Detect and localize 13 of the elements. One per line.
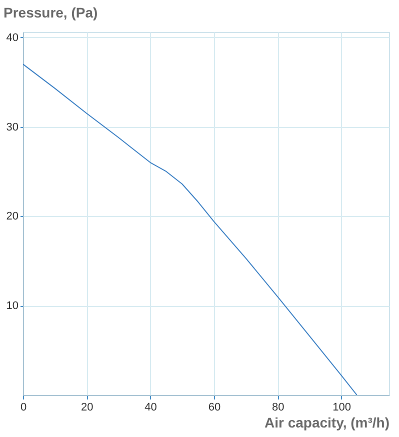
x-tick-label: 40 xyxy=(144,402,157,414)
y-tick-label: 30 xyxy=(6,121,18,134)
y-tick-label: 10 xyxy=(6,300,18,312)
x-tick-label: 100 xyxy=(332,402,351,414)
x-axis-title: Air capacity, (m³/h) xyxy=(264,414,390,430)
x-tick-label: 0 xyxy=(20,402,27,414)
y-tick-label: 40 xyxy=(6,32,18,44)
x-tick-label: 60 xyxy=(208,402,221,414)
y-tick-label: 20 xyxy=(6,210,18,223)
line-series xyxy=(23,64,358,395)
x-tick-label: 20 xyxy=(81,402,94,414)
x-tick-label: 80 xyxy=(272,402,284,414)
y-axis-title: Pressure, (Pa) xyxy=(4,4,98,20)
